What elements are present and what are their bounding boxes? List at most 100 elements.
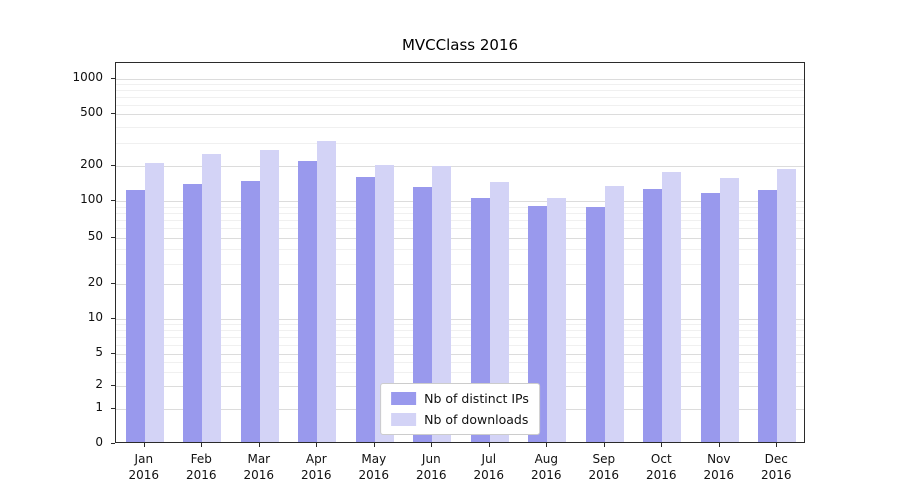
gridline-minor <box>116 126 804 128</box>
x-tick-mark <box>258 443 260 447</box>
y-tick-label: 100 <box>80 192 103 206</box>
x-tick-mark <box>661 443 663 447</box>
y-tick-label: 1 <box>95 400 103 414</box>
x-tick-mark <box>488 443 490 447</box>
x-tick-label: Jan 2016 <box>128 452 160 483</box>
bar-distinct-ips <box>183 183 203 442</box>
gridline-minor <box>116 90 804 92</box>
bar-distinct-ips <box>355 176 375 442</box>
y-tick-label: 0 <box>95 435 103 449</box>
gridline-minor <box>116 212 804 214</box>
x-tick-mark <box>431 443 433 447</box>
plot-area: Nb of distinct IPs Nb of downloads <box>115 62 805 443</box>
y-tick-mark <box>111 353 115 354</box>
bar-downloads <box>144 162 164 442</box>
x-tick-mark <box>718 443 720 447</box>
x-tick-mark <box>143 443 145 447</box>
gridline-minor <box>116 344 804 346</box>
y-tick-label: 50 <box>87 229 103 243</box>
gridline-major <box>116 354 804 355</box>
legend-item-downloads: Nb of downloads <box>391 412 529 427</box>
x-tick-label: Dec 2016 <box>761 452 792 483</box>
bar-downloads <box>317 141 337 442</box>
x-tick-label: Mar 2016 <box>243 452 275 483</box>
y-tick-label: 200 <box>80 157 103 171</box>
y-tick-label: 5 <box>95 345 103 359</box>
y-tick-mark <box>111 318 115 319</box>
x-tick-mark <box>316 443 318 447</box>
legend: Nb of distinct IPs Nb of downloads <box>380 383 540 435</box>
gridline-major <box>116 114 804 115</box>
x-tick-label: Oct 2016 <box>646 452 677 483</box>
gridline-minor <box>116 330 804 332</box>
bar-distinct-ips <box>585 207 605 442</box>
x-tick-mark <box>776 443 778 447</box>
x-tick-mark <box>201 443 203 447</box>
gridline-minor <box>116 249 804 251</box>
legend-swatch-distinct-ips <box>391 392 417 405</box>
bar-distinct-ips <box>125 189 145 442</box>
y-tick-label: 10 <box>87 310 103 324</box>
x-tick-label: Feb 2016 <box>186 452 217 483</box>
bar-downloads <box>259 149 279 442</box>
legend-swatch-downloads <box>391 413 417 426</box>
y-tick-label: 1000 <box>72 70 103 84</box>
bar-distinct-ips <box>240 181 260 442</box>
gridline-minor <box>116 263 804 265</box>
bar-downloads <box>719 177 739 442</box>
y-tick-mark <box>111 385 115 386</box>
bar-downloads <box>777 169 797 442</box>
gridline-minor <box>116 324 804 326</box>
bar-downloads <box>662 171 682 442</box>
x-tick-label: May 2016 <box>358 452 390 483</box>
bar-distinct-ips <box>528 205 548 442</box>
legend-label-distinct-ips: Nb of distinct IPs <box>424 391 529 406</box>
bar-distinct-ips <box>298 161 318 442</box>
bar-downloads <box>547 198 567 442</box>
bar-distinct-ips <box>413 186 433 442</box>
x-tick-label: Aug 2016 <box>531 452 562 483</box>
y-tick-label: 2 <box>95 377 103 391</box>
x-tick-mark <box>546 443 548 447</box>
chart-title: MVCClass 2016 <box>401 36 519 54</box>
y-tick-mark <box>111 78 115 79</box>
y-tick-mark <box>111 200 115 201</box>
gridline-minor <box>116 143 804 144</box>
gridline-minor <box>116 97 804 98</box>
gridline-minor <box>116 371 804 373</box>
bar-distinct-ips <box>470 197 490 442</box>
bar-downloads <box>432 166 452 442</box>
gridline-minor <box>116 206 804 208</box>
x-tick-label: Nov 2016 <box>703 452 735 483</box>
gridline-minor <box>116 84 804 86</box>
x-tick-label: Apr 2016 <box>301 452 332 483</box>
gridline-minor <box>116 228 804 230</box>
y-tick-label: 500 <box>80 105 103 119</box>
gridline-major <box>116 166 804 167</box>
x-tick-mark <box>603 443 605 447</box>
x-tick-label: Jul 2016 <box>473 452 505 483</box>
gridline-major <box>116 201 804 202</box>
y-tick-mark <box>111 283 115 284</box>
gridline-minor <box>116 361 804 363</box>
y-tick-mark <box>111 113 115 114</box>
gridline-minor <box>116 337 804 338</box>
x-tick-label: Jun 2016 <box>416 452 447 483</box>
gridline-major <box>116 319 804 320</box>
legend-label-downloads: Nb of downloads <box>424 412 529 427</box>
y-tick-mark <box>111 408 115 409</box>
gridline-major <box>116 79 804 80</box>
y-tick-mark <box>111 237 115 238</box>
bar-downloads <box>604 185 624 442</box>
gridline-minor <box>116 220 804 221</box>
bar-downloads <box>202 153 222 442</box>
legend-item-distinct-ips: Nb of distinct IPs <box>391 391 529 406</box>
y-tick-label: 20 <box>87 275 103 289</box>
bar-downloads <box>489 182 509 442</box>
x-tick-label: Sep 2016 <box>588 452 620 483</box>
x-tick-mark <box>373 443 375 447</box>
bar-distinct-ips <box>700 193 720 442</box>
bar-distinct-ips <box>643 189 663 442</box>
gridline-major <box>116 284 804 285</box>
